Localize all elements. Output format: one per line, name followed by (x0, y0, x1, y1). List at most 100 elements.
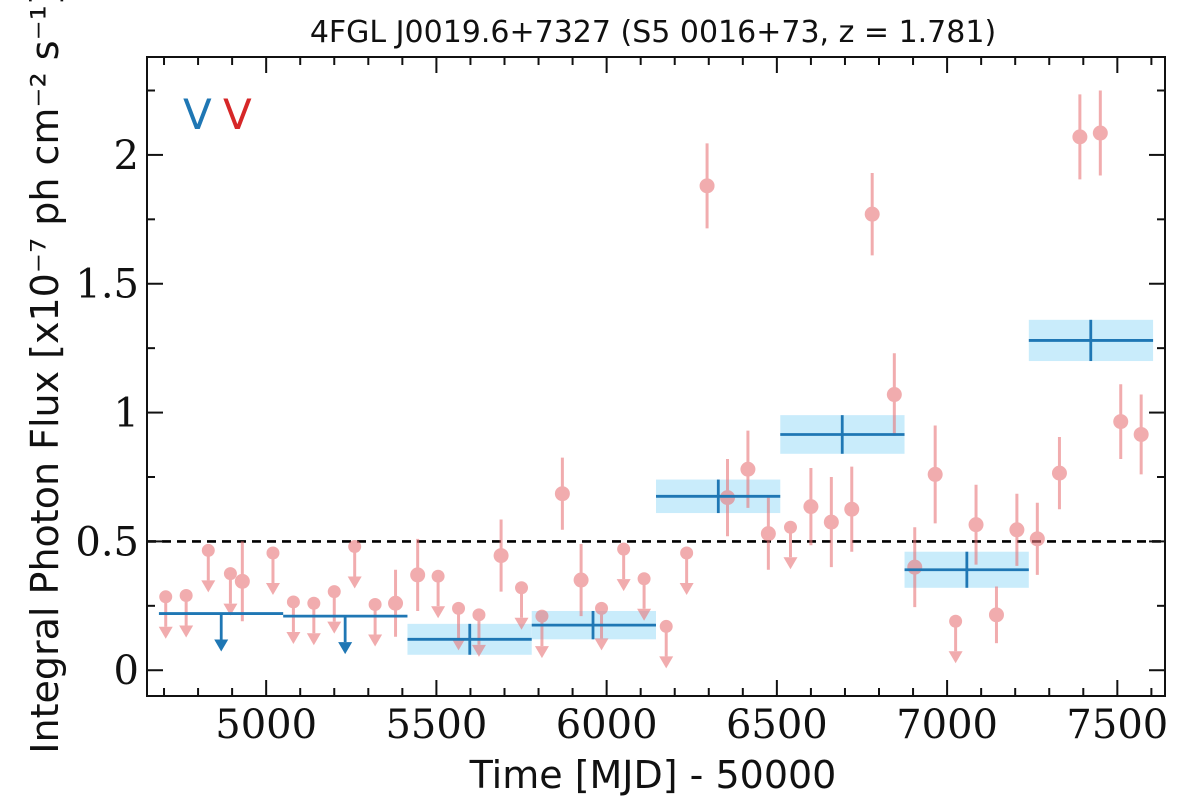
short-dot-15 (907, 559, 923, 575)
x-tick-label-4: 7000 (896, 702, 998, 748)
short-ul-20 (783, 520, 798, 570)
short-ul-arrow-12 (471, 644, 486, 657)
short-ul-5 (286, 595, 301, 644)
short-dot-20 (1029, 531, 1045, 547)
short-dot-14 (886, 387, 902, 403)
short-ul-arrow-14 (534, 646, 549, 659)
short-ul-18 (659, 619, 674, 669)
short-ul-arrow-0 (158, 626, 173, 639)
short-point-14 (886, 353, 902, 436)
short-ul-17 (637, 572, 652, 621)
short-dot-4 (554, 486, 570, 502)
short-ul-arrow-7 (327, 621, 342, 634)
short-ul-6 (306, 596, 321, 646)
short-ul-8 (347, 540, 362, 589)
short-ul-11 (451, 601, 466, 651)
short-dot-2 (410, 567, 426, 583)
short-dot-10 (803, 499, 819, 515)
short-ul-19 (679, 546, 694, 595)
x-tick-label-0: 5000 (215, 702, 317, 748)
short-ul-arrow-15 (594, 638, 609, 651)
y-tick-label-4: 2 (114, 133, 139, 179)
y-axis-label: Integral Photon Flux [x10⁻⁷ ph cm⁻² s⁻¹] (23, 0, 67, 754)
short-ul-7 (327, 585, 342, 634)
short-point-2 (410, 538, 426, 611)
short-dot-16 (927, 466, 943, 482)
short-ul-arrow-13 (514, 617, 529, 630)
short-point-13 (864, 172, 880, 256)
short-point-22 (1072, 94, 1088, 180)
x-axis-label: Time [MJD] - 50000 (469, 753, 837, 797)
short-point-4 (554, 457, 570, 530)
short-ul-13 (514, 581, 529, 630)
short-point-25 (1133, 394, 1149, 475)
short-dot-25 (1133, 426, 1149, 442)
short-dot-12 (844, 501, 860, 517)
short-point-15 (907, 527, 923, 608)
short-ul-arrow-18 (659, 656, 674, 669)
short-point-0 (234, 541, 250, 622)
short-ul-4 (265, 546, 280, 595)
short-point-5 (573, 543, 589, 617)
long-ul-arrow-1 (338, 642, 353, 655)
short-dot-8 (740, 461, 756, 477)
short-dot-1 (388, 595, 404, 611)
short-ul-arrow-8 (347, 576, 362, 589)
short-ul-9 (368, 598, 383, 647)
short-point-17 (968, 484, 984, 565)
short-ul-arrow-20 (783, 557, 798, 570)
short-point-23 (1092, 90, 1108, 176)
short-dot-23 (1092, 125, 1108, 141)
short-ul-arrow-16 (616, 579, 631, 592)
short-point-16 (927, 425, 943, 524)
short-point-20 (1029, 502, 1045, 575)
short-dot-24 (1113, 414, 1129, 430)
plot-area (147, 90, 1165, 669)
short-ul-arrow-3 (223, 603, 238, 616)
short-dot-19 (1009, 522, 1025, 538)
short-dot-22 (1072, 129, 1088, 145)
short-ul-0 (158, 590, 173, 639)
short-point-6 (699, 143, 715, 229)
short-point-12 (844, 466, 860, 552)
y-tick-label-2: 1 (114, 391, 139, 437)
short-ul-10 (431, 569, 446, 619)
long-ul-arrow-0 (214, 639, 229, 652)
short-dot-17 (968, 517, 984, 533)
short-ul-arrow-11 (451, 638, 466, 651)
short-ul-arrow-6 (306, 633, 321, 646)
short-dot-3 (493, 548, 509, 564)
short-dot-13 (864, 206, 880, 222)
short-ul-arrow-17 (637, 608, 652, 621)
short-ul-arrow-5 (286, 631, 301, 644)
short-dot-11 (823, 514, 839, 530)
short-ul-21 (948, 614, 963, 664)
x-tick-label-2: 6000 (556, 702, 658, 748)
plot-frame (146, 56, 1166, 697)
short-dot-6 (699, 178, 715, 194)
short-dot-9 (760, 526, 776, 542)
short-point-18 (988, 586, 1004, 644)
x-tick-label-5: 7500 (1066, 702, 1168, 748)
short-ul-arrow-4 (265, 582, 280, 595)
x-tick-label-1: 5500 (385, 702, 487, 748)
short-point-1 (388, 569, 404, 637)
short-point-10 (803, 467, 819, 546)
short-ul-14 (534, 609, 549, 659)
y-tick-label-3: 1.5 (75, 262, 139, 308)
legend-label-1: V (223, 90, 252, 139)
short-dot-21 (1051, 465, 1067, 481)
x-tick-label-3: 6500 (726, 702, 828, 748)
short-ul-arrow-21 (948, 651, 963, 664)
short-point-3 (493, 519, 509, 592)
axes-frame: 5000 5500 6000 6500 7000 7500 0 0.5 1 1.5 2 (75, 56, 1168, 748)
chart-title: 4FGL J0019.6+7327 (S5 0016+73, z = 1.781… (310, 15, 996, 50)
short-ul-arrow-10 (431, 606, 446, 619)
short-ul-arrow-2 (201, 580, 216, 593)
short-ul-3 (223, 567, 238, 616)
short-dot-5 (573, 572, 589, 588)
short-ul-arrow-19 (679, 582, 694, 595)
legend-label-0: V (183, 90, 212, 139)
